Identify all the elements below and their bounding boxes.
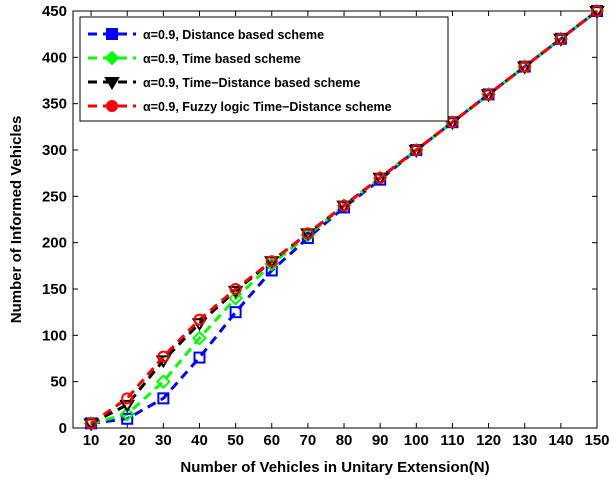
data-point-circle [121, 392, 134, 405]
legend-entry-label: α=0.9, Time based scheme [143, 52, 301, 66]
legend-entry-label: α=0.9, Fuzzy logic Time−Distance scheme [143, 100, 392, 114]
data-point-circle [518, 60, 531, 73]
x-tick-label: 40 [191, 432, 208, 449]
y-tick-label: 100 [42, 327, 67, 344]
x-tick-label: 30 [155, 432, 172, 449]
legend-entry-label: α=0.9, Time−Distance based scheme [143, 76, 360, 90]
data-point-square [301, 232, 314, 245]
x-tick-label: 60 [263, 432, 280, 449]
data-point-circle [554, 32, 567, 45]
data-point-triangle-down [119, 399, 135, 413]
y-tick-label: 50 [50, 374, 67, 391]
y-tick-label: 250 [42, 188, 67, 205]
data-point-circle [446, 116, 459, 129]
series-line-circle [90, 9, 598, 425]
legend-entry-label: α=0.9, Distance based scheme [143, 28, 324, 42]
data-point-circle [482, 88, 495, 101]
data-point-diamond [155, 374, 171, 390]
legend-marker-circle [106, 100, 118, 112]
x-tick-label: 80 [336, 432, 353, 449]
data-point-circle [410, 144, 423, 156]
x-axis-label: Number of Vehicles in Unitary Extension(… [180, 459, 489, 476]
x-tick-label: 100 [404, 432, 429, 449]
y-axis-tick-labels: 0 50 100 150 200 250 300 350 400 450 [42, 3, 67, 437]
data-point-circle [157, 350, 170, 363]
data-point-triangle-down [227, 285, 244, 299]
data-point-circle [374, 171, 387, 184]
y-tick-label: 300 [42, 142, 67, 159]
x-tick-label: 50 [227, 432, 244, 449]
x-tick-label: 10 [83, 432, 100, 449]
x-tick-label: 140 [548, 432, 573, 449]
x-tick-label: 110 [440, 432, 464, 449]
data-point-circle [193, 313, 206, 326]
x-tick-label: 70 [300, 432, 317, 449]
data-point-circle [301, 227, 314, 240]
x-tick-label: 120 [476, 432, 501, 449]
data-point-circle [229, 283, 242, 295]
y-tick-label: 0 [59, 420, 67, 437]
data-point-diamond [228, 290, 244, 306]
data-point-square [157, 392, 170, 405]
axis-ticks [73, 10, 598, 429]
data-point-circle [591, 5, 603, 17]
data-point-circle [85, 417, 98, 430]
data-point-diamond [119, 406, 135, 422]
series-lines [90, 9, 598, 425]
data-point-circle [265, 255, 278, 268]
y-axis-label: Number of Informed Vehicles [8, 116, 25, 324]
data-point-square [229, 306, 242, 319]
x-axis-tick-labels: 10 20 30 40 50 60 70 80 90 100 110 120 130 140 150 [83, 432, 610, 449]
y-tick-label: 200 [42, 235, 67, 252]
y-tick-label: 150 [42, 281, 67, 298]
x-tick-label: 150 [584, 432, 609, 449]
legend: α=0.9, Distance based scheme α=0.9, Time … [79, 16, 449, 122]
legend-marker-triangle-down [104, 77, 120, 90]
x-tick-label: 130 [512, 432, 537, 449]
data-point-circle [338, 199, 351, 212]
legend-marker-diamond [104, 50, 120, 66]
data-point-diamond [192, 330, 207, 346]
legend-marker-square [106, 28, 118, 40]
x-tick-label: 20 [119, 432, 136, 449]
y-tick-label: 400 [42, 49, 67, 66]
legend-box [79, 16, 449, 122]
y-tick-label: 450 [42, 3, 67, 20]
data-point-square [193, 351, 206, 364]
data-point-square [121, 412, 134, 425]
x-tick-label: 90 [372, 432, 389, 449]
y-tick-label: 350 [42, 96, 67, 113]
